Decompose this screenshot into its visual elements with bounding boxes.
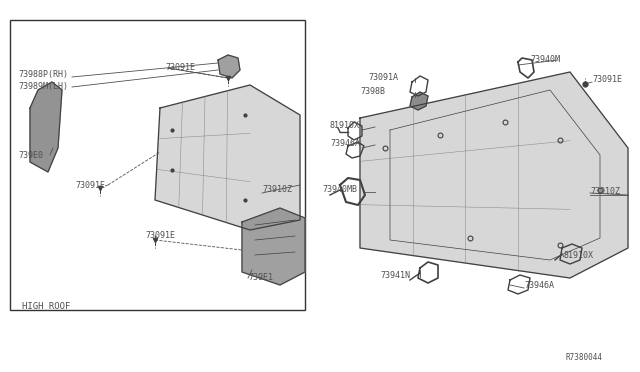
Polygon shape xyxy=(30,82,62,172)
Text: 73946A: 73946A xyxy=(330,138,360,148)
Text: 73940MB: 73940MB xyxy=(322,186,357,195)
Text: 73989M(LH): 73989M(LH) xyxy=(18,83,68,92)
Text: 73940M: 73940M xyxy=(530,55,560,64)
Text: 73988P(RH): 73988P(RH) xyxy=(18,71,68,80)
Text: 73910Z: 73910Z xyxy=(590,187,620,196)
Text: 73091E: 73091E xyxy=(145,231,175,240)
Polygon shape xyxy=(218,55,240,78)
Text: 73946A: 73946A xyxy=(524,282,554,291)
Polygon shape xyxy=(155,85,300,230)
Polygon shape xyxy=(242,208,305,285)
Text: 81910X: 81910X xyxy=(330,121,360,129)
Text: 73091A: 73091A xyxy=(368,74,398,83)
Text: 7398B: 7398B xyxy=(360,87,385,96)
Text: 73091E: 73091E xyxy=(75,180,105,189)
Text: 73910Z: 73910Z xyxy=(262,186,292,195)
Text: 73091E: 73091E xyxy=(165,64,195,73)
Text: 739E1: 739E1 xyxy=(248,273,273,282)
Text: 739E0: 739E0 xyxy=(18,151,43,160)
Text: 73091E: 73091E xyxy=(592,76,622,84)
Text: HIGH ROOF: HIGH ROOF xyxy=(22,302,70,311)
Text: R7380044: R7380044 xyxy=(565,353,602,362)
Polygon shape xyxy=(360,72,628,278)
Polygon shape xyxy=(410,92,428,110)
Text: 73941N: 73941N xyxy=(380,270,410,279)
Text: 81910X: 81910X xyxy=(564,250,594,260)
Bar xyxy=(10,20,305,310)
